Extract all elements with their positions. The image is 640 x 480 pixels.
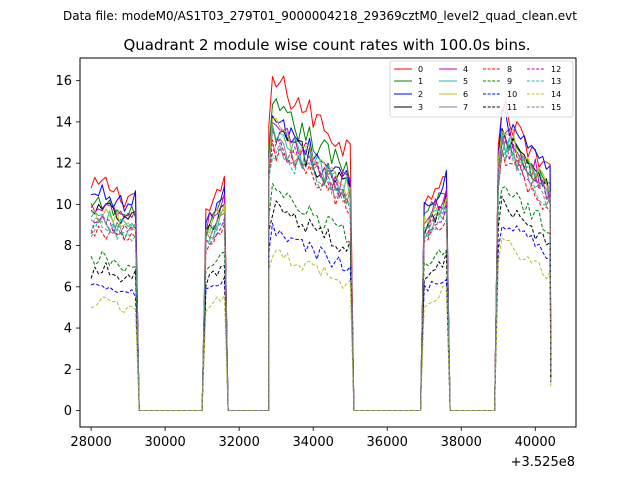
x-tick-label: 36000 xyxy=(367,435,408,450)
legend-label-8: 8 xyxy=(507,65,512,74)
legend-label-7: 7 xyxy=(463,103,468,112)
legend-label-6: 6 xyxy=(463,90,468,99)
x-tick-label: 28000 xyxy=(70,435,111,450)
y-tick-label: 6 xyxy=(64,280,72,295)
y-tick-label: 14 xyxy=(55,115,72,130)
legend-label-14: 14 xyxy=(551,90,561,99)
chart-title: Quadrant 2 module wise count rates with … xyxy=(123,36,530,54)
x-tick-label: 38000 xyxy=(441,435,482,450)
series-line-2 xyxy=(91,108,552,411)
legend-label-15: 15 xyxy=(551,103,561,112)
series-line-8 xyxy=(90,139,552,411)
legend-label-11: 11 xyxy=(507,103,517,112)
x-offset-label: +3.525e8 xyxy=(511,455,575,470)
legend-label-12: 12 xyxy=(551,65,561,74)
legend-label-10: 10 xyxy=(507,90,517,99)
series-line-14 xyxy=(90,237,552,411)
x-tick-label: 34000 xyxy=(293,435,334,450)
series-layer xyxy=(90,75,552,411)
y-tick-label: 12 xyxy=(55,157,72,172)
series-line-15 xyxy=(90,142,552,411)
plot-area xyxy=(80,58,576,427)
series-line-13 xyxy=(90,134,552,411)
legend-label-0: 0 xyxy=(418,65,423,74)
x-tick-label: 30000 xyxy=(144,435,185,450)
legend-label-2: 2 xyxy=(418,90,423,99)
legend-label-3: 3 xyxy=(418,103,423,112)
x-tick-label: 40000 xyxy=(515,435,556,450)
y-tick-label: 2 xyxy=(64,363,72,378)
legend-label-13: 13 xyxy=(551,77,561,86)
legend-label-4: 4 xyxy=(463,65,468,74)
axes-frame xyxy=(79,57,577,428)
y-tick-label: 0 xyxy=(64,404,72,419)
series-line-4 xyxy=(90,121,552,411)
x-axis: 28000 30000 32000 34000 36000 38000 40000 xyxy=(70,427,556,450)
y-tick-label: 4 xyxy=(64,322,72,337)
series-line-9 xyxy=(90,183,552,411)
series-line-10 xyxy=(90,222,552,411)
legend-box xyxy=(389,60,574,118)
legend-label-1: 1 xyxy=(418,77,423,86)
legend-label-5: 5 xyxy=(463,77,468,86)
y-tick-label: 10 xyxy=(55,198,72,213)
y-axis: 0 2 4 6 8 10 12 14 16 xyxy=(55,74,80,419)
series-line-11 xyxy=(90,195,552,411)
series-line-12 xyxy=(90,136,552,411)
suptitle: Data file: modeM0/AS1T03_279T01_90000042… xyxy=(63,9,577,23)
y-tick-label: 16 xyxy=(55,74,72,89)
legend-label-9: 9 xyxy=(507,77,512,86)
y-tick-label: 8 xyxy=(64,239,72,254)
x-tick-label: 32000 xyxy=(218,435,259,450)
